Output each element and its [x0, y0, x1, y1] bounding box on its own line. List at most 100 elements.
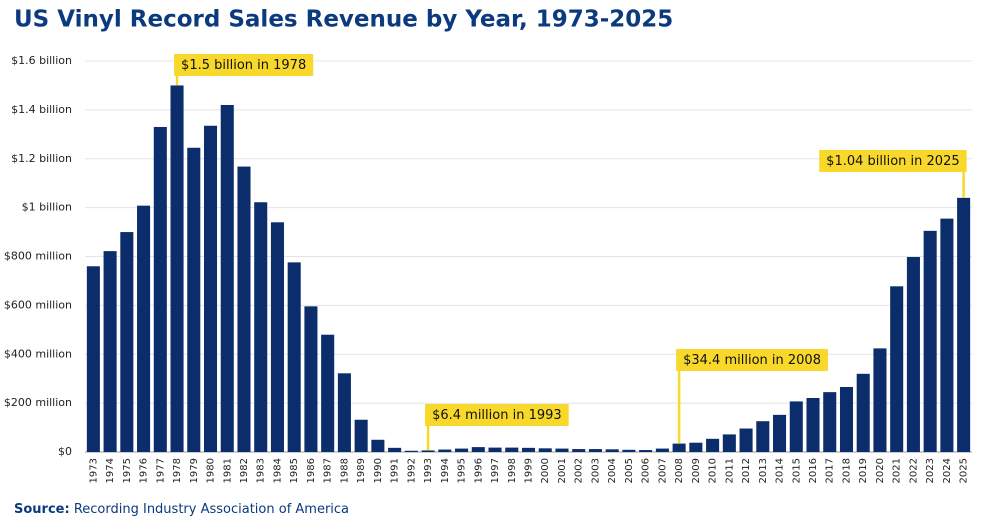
x-tick-label: 1977: [155, 458, 166, 483]
x-tick-label: 1996: [473, 458, 484, 483]
bar: [639, 450, 653, 452]
bar: [170, 85, 184, 452]
x-tick-label: 2000: [540, 458, 551, 483]
annotation-box: [676, 349, 828, 371]
x-tick-label: 2020: [875, 458, 886, 483]
annotation-text: $1.04 billion in 2025: [826, 154, 959, 169]
y-tick-label: $400 million: [4, 347, 72, 360]
x-tick-label: 1988: [339, 458, 350, 483]
x-tick-label: 1981: [222, 458, 233, 483]
source-label: Source:: [14, 502, 70, 517]
annotation: $34.4 million in 2008: [676, 349, 828, 444]
x-tick-label: 2011: [724, 458, 735, 483]
annotation-text: $34.4 million in 2008: [683, 353, 821, 368]
x-tick-label: 1976: [139, 458, 150, 483]
bar: [220, 104, 234, 453]
x-tick-label: 1973: [88, 458, 99, 483]
x-tick-label: 1980: [206, 458, 217, 483]
bar: [505, 447, 519, 452]
x-tick-label: 1998: [507, 458, 518, 483]
bar: [622, 449, 636, 452]
y-tick-label: $200 million: [4, 396, 72, 409]
bar: [153, 126, 167, 452]
bar: [890, 286, 904, 452]
x-tick-label: 1987: [323, 458, 334, 483]
bar: [287, 262, 301, 452]
bar: [120, 232, 134, 452]
x-tick-label: 1994: [440, 458, 451, 483]
bar: [756, 421, 770, 452]
bar: [739, 428, 753, 452]
x-tick-label: 1983: [256, 458, 267, 483]
annotation-box: [819, 150, 967, 172]
x-tick-label: 2010: [708, 458, 719, 483]
x-tick-label: 2017: [825, 458, 836, 483]
x-tick-label: 1990: [373, 458, 384, 483]
bar: [137, 205, 151, 452]
bar: [304, 306, 318, 452]
x-tick-label: 2022: [908, 458, 919, 483]
bar: [555, 448, 569, 452]
bar: [789, 401, 803, 452]
x-tick-label: 2012: [741, 458, 752, 483]
x-tick-label: 2016: [808, 458, 819, 483]
annotation: $6.4 million in 1993: [425, 404, 569, 451]
x-tick-label: 1974: [105, 458, 116, 483]
x-tick-label: 2002: [574, 458, 585, 483]
source-text: Recording Industry Association of Americ…: [74, 502, 349, 517]
y-tick-label: $1.6 billion: [11, 54, 72, 67]
bar: [689, 442, 703, 452]
x-tick-label: 2009: [691, 458, 702, 483]
x-tick-label: 2006: [641, 458, 652, 483]
bar: [237, 166, 251, 452]
y-tick-label: $800 million: [4, 250, 72, 263]
x-tick-label: 2014: [775, 458, 786, 483]
x-tick-label: 2019: [858, 458, 869, 483]
x-tick-label: 1979: [189, 458, 200, 483]
bar: [806, 397, 820, 452]
x-tick-label: 2005: [624, 458, 635, 483]
bar: [957, 197, 971, 452]
x-tick-label: 1978: [172, 458, 183, 483]
x-tick-label: 1993: [423, 458, 434, 483]
annotation: $1.5 billion in 1978: [174, 54, 314, 86]
chart-title: US Vinyl Record Sales Revenue by Year, 1…: [14, 7, 673, 33]
bar: [538, 448, 552, 452]
x-tick-label: 2007: [657, 458, 668, 483]
bar: [706, 438, 720, 452]
x-tick-label: 2001: [557, 458, 568, 483]
x-tick-label: 2008: [674, 458, 685, 483]
bar: [672, 443, 686, 452]
bar: [873, 348, 887, 452]
bar: [354, 419, 368, 452]
y-tick-label: $600 million: [4, 298, 72, 311]
x-tick-label: 1984: [272, 458, 283, 483]
bar: [270, 222, 284, 452]
bar: [823, 392, 837, 452]
bar: [455, 448, 469, 452]
bar: [103, 251, 117, 452]
x-tick-label: 1989: [356, 458, 367, 483]
x-tick-label: 2004: [607, 458, 618, 483]
x-tick-label: 1995: [457, 458, 468, 483]
x-tick-label: 1982: [239, 458, 250, 483]
bar: [471, 447, 485, 452]
bar: [521, 447, 536, 452]
annotation: $1.04 billion in 2025: [819, 150, 967, 198]
bar: [404, 450, 418, 452]
bar: [588, 449, 602, 452]
bar: [187, 147, 201, 453]
x-tick-label: 1975: [122, 458, 133, 483]
bar: [605, 449, 619, 452]
x-tick-label: 2018: [841, 458, 852, 483]
x-tick-label: 2003: [590, 458, 601, 483]
x-tick-label: 2015: [791, 458, 802, 483]
x-tick-label: 1991: [390, 458, 401, 483]
annotation-text: $6.4 million in 1993: [432, 408, 562, 423]
bar: [923, 230, 937, 452]
source: Source: Recording Industry Association o…: [14, 502, 349, 517]
x-tick-label: 1999: [524, 458, 535, 483]
bar: [839, 386, 854, 452]
x-tick-label: 1986: [306, 458, 317, 483]
